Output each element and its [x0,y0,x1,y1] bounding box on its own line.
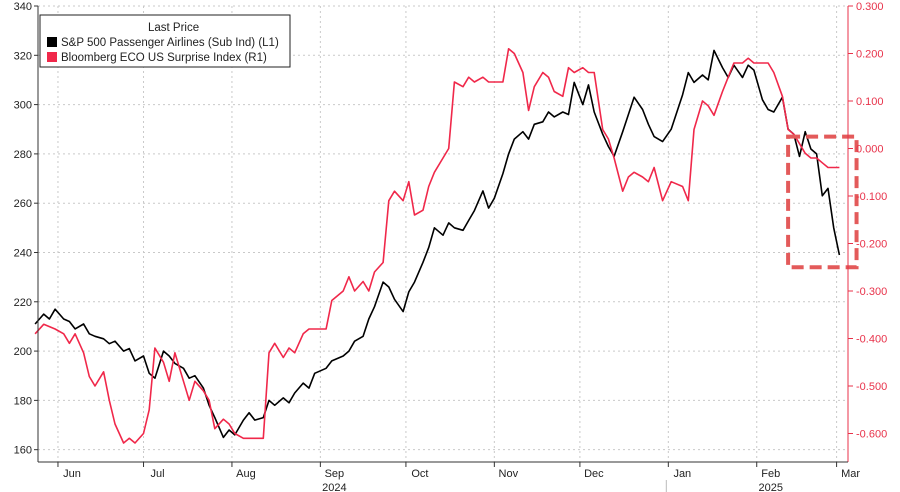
x-tick-label: Sep [325,468,345,480]
series-line-airlines [34,49,841,439]
x-tick-label: Jul [150,468,164,480]
legend-box [39,14,291,68]
right-tick-label: -0.300 [856,286,887,298]
left-tick-label: 260 [14,198,32,210]
left-tick-label: 320 [14,50,32,62]
left-tick-label: 280 [14,149,32,161]
x-tick-label: Jan [673,468,691,480]
left-tick-label: 200 [14,346,32,358]
legend-swatch-airlines [47,37,57,47]
x-tick-label: Jun [63,468,81,480]
x-tick-label: Dec [584,468,604,480]
series-line-surprise [34,47,840,444]
legend: Last Price S&P 500 Passenger Airlines (S… [39,14,291,68]
legend-swatch-surprise [47,52,57,62]
right-tick-label: -0.200 [856,239,887,251]
highlight-box [786,134,859,270]
right-tick-label: 0.200 [856,49,884,61]
series-layer [34,47,841,444]
right-tick-label: -0.100 [856,191,887,203]
right-tick-label: -0.400 [856,334,887,346]
left-tick-label: 160 [14,445,32,457]
right-tick-label: -0.500 [856,381,887,393]
left-tick-label: 240 [14,247,32,259]
x-tick-label: Nov [499,468,519,480]
legend-title: Last Price [148,22,199,34]
right-tick-label: 0.300 [856,1,884,13]
year-label: 2024 [322,482,346,492]
left-tick-label: 340 [14,1,32,13]
x-tick-label: Feb [761,468,780,480]
right-tick-label: -0.600 [856,429,887,441]
annotation-layer [786,134,859,270]
x-tick-label: Mar [841,468,860,480]
axes: 160 180 200 220 240 260 280 300 320 340 -0.600 -0.5… [14,1,887,492]
legend-label-airlines: S&P 500 Passenger Airlines (Sub Ind) (L1… [61,37,279,49]
left-tick-label: 220 [14,297,32,309]
x-tick-label: Aug [236,468,256,480]
x-tick-label: Oct [411,468,428,480]
year-label: 2025 [758,482,782,492]
left-tick-label: 300 [14,100,32,112]
left-tick-label: 180 [14,395,32,407]
right-tick-label: 0.100 [856,96,884,108]
legend-label-surprise: Bloomberg ECO US Surprise Index (R1) [61,52,267,64]
right-tick-label: 0.000 [856,144,884,156]
